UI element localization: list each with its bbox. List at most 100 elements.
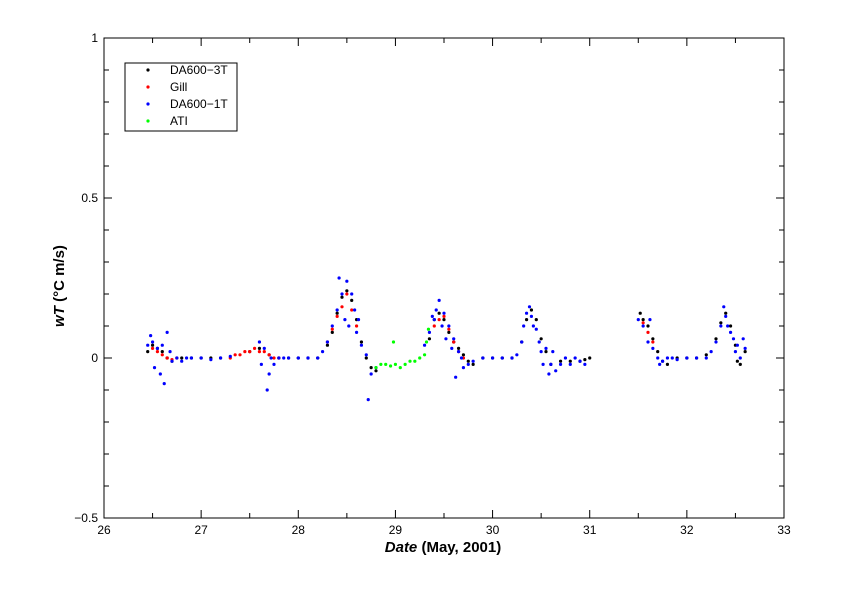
data-point: [340, 305, 344, 309]
data-point: [450, 346, 454, 350]
data-point: [539, 337, 543, 341]
data-point: [490, 356, 495, 360]
data-point: [724, 311, 728, 315]
data-point: [459, 356, 464, 360]
data-point: [374, 366, 378, 370]
data-point: [424, 340, 429, 344]
x-axis-label: Date (May, 2001): [385, 539, 501, 556]
data-point: [257, 340, 262, 344]
x-axis-ticks: 26 27 28 29 30 31 32 33: [97, 38, 791, 537]
data-point: [335, 308, 339, 312]
data-point: [340, 292, 344, 296]
data-point: [257, 346, 262, 350]
data-point: [524, 318, 529, 322]
data-point: [265, 388, 269, 392]
data-point: [544, 346, 548, 350]
data-point: [243, 350, 247, 354]
legend-items: DA600−3T Gill DA600−1T ATI: [146, 63, 228, 128]
data-point: [452, 337, 456, 341]
data-point: [719, 324, 723, 328]
data-point: [398, 366, 402, 370]
data-point: [442, 318, 446, 322]
data-point: [456, 350, 461, 354]
data-point: [704, 353, 708, 357]
data-point: [656, 356, 660, 360]
data-point: [638, 311, 642, 315]
data-point: [665, 356, 670, 360]
data-point: [515, 353, 519, 357]
data-point: [272, 356, 276, 360]
data-point: [670, 356, 674, 360]
data-point: [709, 350, 713, 354]
data-point: [444, 337, 448, 341]
data-point: [731, 337, 736, 341]
data-point: [437, 298, 441, 302]
data-point: [442, 311, 446, 315]
y-axis-label: wT (°C m/s): [51, 245, 68, 327]
data-point: [558, 362, 563, 366]
data-point: [286, 356, 291, 360]
data-point: [426, 327, 431, 331]
data-point: [568, 359, 572, 363]
data-point: [364, 353, 368, 357]
data-point: [325, 343, 330, 347]
data-point: [356, 318, 361, 322]
data-point: [248, 350, 252, 354]
data-point: [337, 276, 341, 280]
data-point: [340, 295, 344, 299]
data-point: [152, 366, 157, 370]
data-point: [432, 324, 436, 328]
data-point: [430, 314, 434, 318]
data-point: [162, 382, 166, 386]
x-tick-label: 29: [389, 523, 403, 537]
data-point: [529, 314, 534, 318]
data-point: [685, 356, 689, 360]
data-point: [335, 311, 339, 315]
data-point: [393, 362, 398, 366]
data-point: [427, 337, 432, 341]
data-point: [656, 350, 660, 354]
data-point: [391, 340, 396, 344]
data-point: [743, 350, 747, 354]
data-point: [534, 327, 538, 331]
data-point: [544, 350, 548, 354]
legend-marker: [146, 102, 150, 106]
x-tick-label: 26: [97, 523, 111, 537]
data-point: [636, 318, 640, 322]
data-point: [471, 359, 475, 363]
data-point: [547, 372, 551, 376]
data-point: [646, 324, 650, 328]
data-point: [738, 356, 742, 360]
y-tick-label: 0: [91, 351, 98, 365]
data-point: [529, 308, 534, 312]
data-point: [422, 343, 427, 347]
data-point: [350, 308, 354, 312]
data-point: [160, 353, 164, 357]
data-point: [578, 359, 582, 363]
data-point: [252, 346, 257, 350]
data-point: [359, 340, 364, 344]
data-point: [735, 343, 739, 347]
data-point: [724, 314, 728, 318]
legend-label: DA600−3T: [170, 63, 228, 77]
data-point: [520, 340, 524, 344]
data-point: [189, 356, 194, 360]
data-point: [379, 362, 383, 366]
data-point: [741, 337, 745, 341]
legend-label: Gill: [170, 80, 187, 94]
data-point: [641, 321, 645, 325]
legend-box: [124, 62, 238, 132]
data-point: [262, 350, 266, 354]
data-point: [537, 340, 541, 344]
data-point: [257, 350, 262, 354]
data-point: [440, 324, 444, 328]
data-point: [719, 321, 723, 325]
data-point: [238, 353, 242, 357]
data-point: [651, 337, 655, 341]
data-point: [180, 359, 184, 363]
data-point: [648, 318, 652, 322]
data-point: [461, 353, 466, 357]
data-point: [269, 356, 273, 360]
data-point: [359, 343, 364, 347]
